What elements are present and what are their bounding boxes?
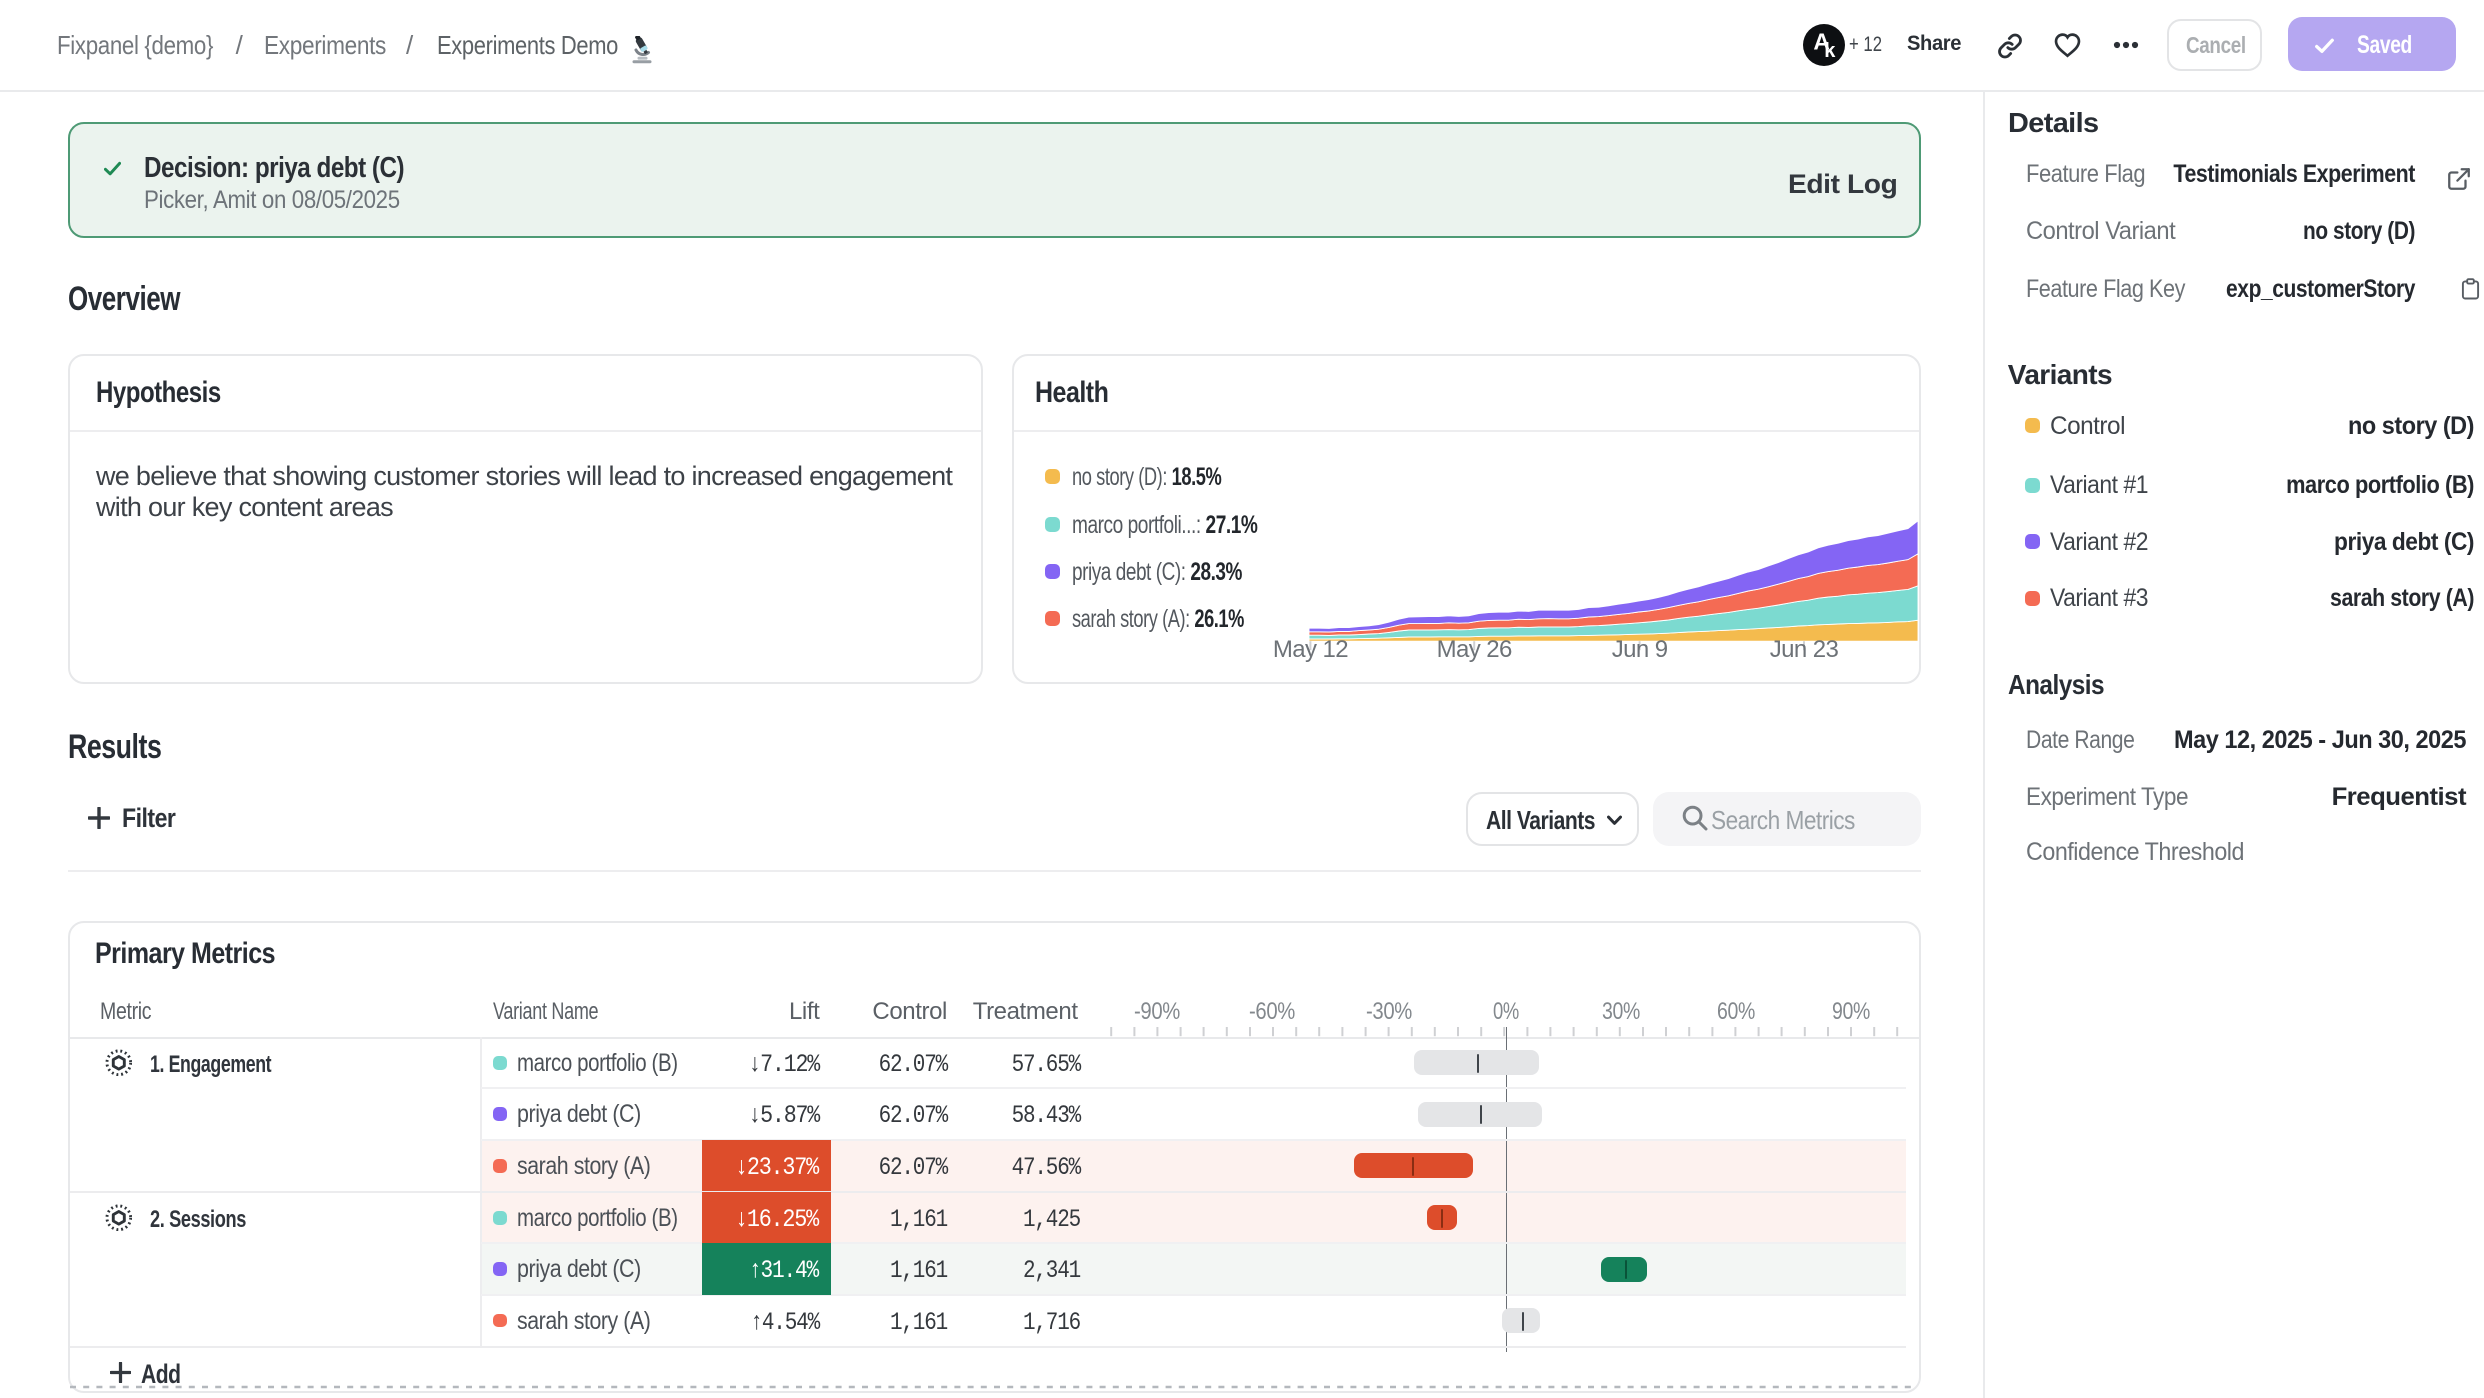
svg-text:k: k xyxy=(1824,40,1836,62)
svg-text:A: A xyxy=(1813,29,1830,55)
